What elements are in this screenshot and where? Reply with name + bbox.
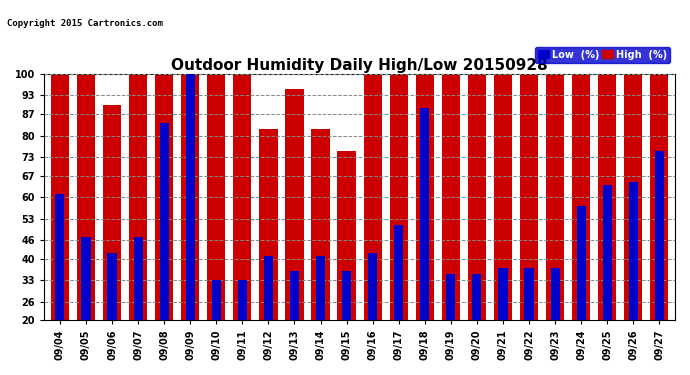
Bar	[81, 237, 90, 320]
Legend: Low  (%), High  (%): Low (%), High (%)	[535, 47, 670, 63]
Bar	[577, 206, 586, 320]
Bar	[629, 182, 638, 320]
Bar	[186, 74, 195, 320]
Bar	[420, 108, 429, 320]
Bar	[181, 74, 199, 320]
Bar	[290, 271, 299, 320]
Bar	[390, 74, 408, 320]
Bar	[155, 74, 173, 320]
Bar	[108, 253, 117, 320]
Bar	[494, 74, 512, 320]
Bar	[51, 74, 69, 320]
Bar	[442, 74, 460, 320]
Bar	[624, 74, 642, 320]
Bar	[55, 194, 64, 320]
Bar	[524, 268, 533, 320]
Bar	[368, 253, 377, 320]
Bar	[233, 74, 251, 320]
Bar	[264, 256, 273, 320]
Bar	[473, 274, 482, 320]
Text: Copyright 2015 Cartronics.com: Copyright 2015 Cartronics.com	[7, 19, 163, 28]
Bar	[103, 105, 121, 320]
Bar	[598, 74, 616, 320]
Bar	[498, 268, 508, 320]
Bar	[134, 237, 143, 320]
Bar	[394, 225, 403, 320]
Bar	[286, 89, 304, 320]
Bar	[520, 74, 538, 320]
Bar	[238, 280, 247, 320]
Bar	[129, 74, 147, 320]
Bar	[259, 129, 277, 320]
Bar	[311, 129, 330, 320]
Bar	[546, 74, 564, 320]
Bar	[551, 268, 560, 320]
Title: Outdoor Humidity Daily High/Low 20150928: Outdoor Humidity Daily High/Low 20150928	[171, 58, 548, 73]
Bar	[446, 274, 455, 320]
Bar	[207, 74, 226, 320]
Bar	[602, 185, 612, 320]
Bar	[77, 74, 95, 320]
Bar	[415, 74, 434, 320]
Bar	[468, 74, 486, 320]
Bar	[572, 74, 591, 320]
Bar	[337, 151, 356, 320]
Bar	[159, 123, 169, 320]
Bar	[364, 74, 382, 320]
Bar	[212, 280, 221, 320]
Bar	[316, 256, 325, 320]
Bar	[342, 271, 351, 320]
Bar	[650, 74, 669, 320]
Bar	[655, 151, 664, 320]
